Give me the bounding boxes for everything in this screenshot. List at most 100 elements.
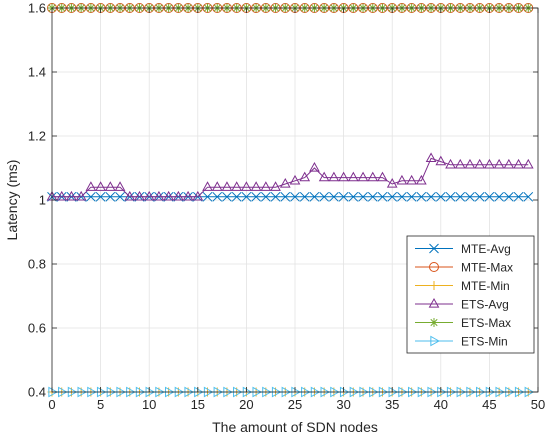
legend-box	[406, 235, 535, 354]
data-point-ets-avg	[95, 181, 106, 191]
data-point-mte-avg	[435, 191, 446, 202]
x-tick-label: 15	[191, 397, 205, 412]
data-point-ets-avg	[464, 158, 476, 169]
data-point-mte-avg	[503, 191, 514, 202]
data-point-ets-avg	[318, 171, 330, 182]
data-point-mte-avg	[358, 191, 368, 202]
legend-entry-ets-min: ETS-Min	[415, 334, 508, 348]
legend-label-mte-avg: MTE-Avg	[461, 242, 511, 256]
data-point-mte-avg	[406, 191, 417, 202]
legend-label-mte-max: MTE-Max	[461, 260, 513, 274]
data-point-mte-avg	[270, 191, 281, 202]
data-point-ets-avg	[221, 181, 233, 191]
legend-entry-mte-min: MTE-Min	[415, 279, 510, 293]
data-point-mte-avg	[95, 191, 106, 202]
data-point-ets-min	[48, 386, 58, 398]
x-tick-label: 30	[336, 397, 350, 412]
data-point-ets-avg	[513, 158, 524, 169]
x-axis-label: The amount of SDN nodes	[212, 419, 378, 435]
x-tick-label: 45	[482, 397, 496, 412]
data-point-mte-avg	[426, 191, 436, 202]
legend-marker-ets-avg	[428, 298, 440, 308]
legend-entry-ets-max: ETS-Max	[415, 316, 511, 330]
data-point-ets-avg	[279, 178, 291, 188]
legend-label-ets-max: ETS-Max	[461, 316, 511, 330]
data-point-mte-avg	[222, 191, 232, 202]
y-axis-label: Latency (ms)	[4, 160, 20, 241]
data-point-ets-avg	[357, 171, 369, 182]
data-point-ets-avg	[182, 190, 194, 201]
y-tick-label: 1.4	[28, 65, 46, 80]
y-tick-label: 0.6	[28, 321, 46, 336]
y-tick-label: 0.8	[28, 257, 46, 272]
y-tick-label: 1.2	[28, 129, 46, 144]
data-point-ets-avg	[347, 171, 359, 182]
data-point-ets-avg	[173, 190, 184, 201]
legend-label-mte-min: MTE-Min	[461, 279, 510, 293]
data-point-mte-avg	[309, 191, 320, 202]
data-point-mte-avg	[260, 191, 271, 202]
legend-marker-mte-max	[429, 262, 439, 272]
data-point-ets-avg	[309, 162, 320, 172]
legend-entry-mte-max: MTE-Max	[415, 260, 513, 274]
legend-label-ets-avg: ETS-Avg	[461, 297, 509, 311]
data-point-ets-avg	[192, 190, 204, 201]
data-point-ets-avg	[386, 178, 398, 188]
data-point-ets-avg	[104, 181, 116, 191]
data-point-mte-avg	[329, 191, 339, 202]
x-tick-label: 0	[48, 397, 55, 412]
data-point-ets-avg	[211, 181, 223, 191]
data-point-ets-avg	[299, 171, 311, 182]
data-point-ets-avg	[474, 158, 486, 169]
data-point-ets-avg	[454, 158, 466, 169]
data-point-mte-avg	[290, 191, 300, 202]
data-point-ets-avg	[163, 190, 174, 201]
data-point-mte-avg	[241, 191, 252, 202]
data-point-ets-avg	[338, 171, 349, 182]
data-point-mte-avg	[397, 191, 407, 202]
data-point-mte-avg	[455, 191, 466, 202]
data-point-mte-avg	[338, 191, 349, 202]
data-point-ets-avg	[416, 174, 427, 185]
data-point-mte-avg	[231, 191, 242, 202]
y-tick-label: 1	[39, 193, 46, 208]
data-point-mte-avg	[367, 191, 378, 202]
data-point-ets-avg	[66, 190, 77, 201]
data-point-ets-avg	[328, 171, 340, 182]
y-tick-label: 1.6	[28, 1, 46, 16]
data-point-ets-avg	[241, 181, 252, 191]
data-point-ets-avg	[114, 181, 126, 191]
data-point-ets-avg	[75, 190, 87, 201]
y-tick-label: 0.4	[28, 385, 46, 400]
data-point-ets-avg	[522, 158, 534, 169]
data-point-ets-avg	[367, 171, 379, 182]
x-tick-label: 10	[142, 397, 156, 412]
data-point-mte-avg	[319, 191, 330, 202]
data-point-mte-avg	[299, 191, 310, 202]
data-point-ets-avg	[289, 174, 301, 185]
data-point-mte-avg	[251, 191, 261, 202]
data-point-mte-avg	[523, 191, 534, 202]
x-tick-label: 35	[385, 397, 399, 412]
data-point-mte-avg	[445, 191, 456, 202]
data-point-ets-avg	[231, 181, 243, 191]
data-point-ets-avg	[260, 181, 272, 191]
data-point-ets-avg	[124, 190, 136, 201]
data-point-mte-avg	[377, 191, 388, 202]
data-point-mte-avg	[202, 191, 213, 202]
data-point-mte-avg	[115, 191, 125, 202]
data-point-mte-avg	[387, 191, 398, 202]
data-point-ets-avg	[425, 152, 437, 163]
data-point-ets-avg	[484, 158, 495, 169]
legend-entry-mte-avg: MTE-Avg	[415, 242, 511, 256]
axis-ticks: 0 5 10 15 20 25 30 35 40 45 50 0.4 0.6 0.8 1 1.2 1.4 1.6	[28, 1, 545, 413]
data-point-ets-avg	[493, 158, 505, 169]
data-point-ets-avg	[435, 155, 447, 166]
x-tick-label: 50	[531, 397, 545, 412]
x-tick-label: 25	[288, 397, 302, 412]
x-tick-label: 40	[434, 397, 448, 412]
data-point-mte-avg	[513, 191, 524, 202]
data-point-mte-avg	[474, 191, 485, 202]
